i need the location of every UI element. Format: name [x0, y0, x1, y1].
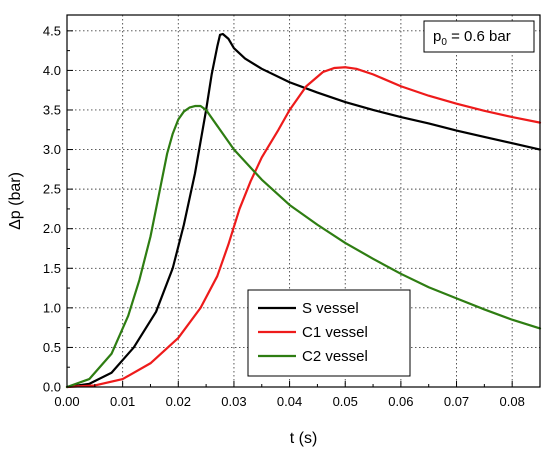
annotation-text: p0 = 0.6 bar — [433, 28, 511, 48]
y-tick-label: 3.0 — [43, 142, 61, 157]
y-tick-label: 3.5 — [43, 102, 61, 117]
y-tick-label: 2.5 — [43, 182, 61, 197]
y-tick-label: 0.0 — [43, 380, 61, 395]
series-line-2 — [65, 66, 542, 389]
x-tick-label: 0.06 — [388, 394, 413, 409]
annotation-box: p0 = 0.6 bar — [423, 20, 535, 53]
x-tick-label: 0.05 — [333, 394, 358, 409]
y-tick-label: 1.0 — [43, 300, 61, 315]
x-tick-label: 0.07 — [444, 394, 469, 409]
y-tick-label: 1.5 — [43, 261, 61, 276]
y-tick-label: 4.5 — [43, 23, 61, 38]
x-tick-label: 0.02 — [166, 394, 191, 409]
annotation-subscript: 0 — [441, 37, 447, 48]
legend-label: C2 vessel — [302, 348, 368, 365]
x-tick-label: 0.01 — [110, 394, 135, 409]
x-tick-label: 0.04 — [277, 394, 302, 409]
legend: S vessel C1 vessel C2 vessel — [247, 289, 411, 377]
y-tick-label: 0.5 — [43, 340, 61, 355]
annotation-frame — [423, 20, 535, 53]
axis-ticks — [66, 30, 541, 388]
legend-items: S vessel C1 vessel C2 vessel — [258, 300, 368, 365]
y-axis-title: Δp (bar) — [7, 172, 24, 230]
axis-tick-labels: 0.00 0.01 0.02 0.03 0.04 0.05 0.06 0.07 0.080.00… — [43, 23, 525, 409]
series-lines — [65, 32, 542, 389]
legend-label: C1 vessel — [302, 324, 368, 341]
x-tick-label: 0.08 — [500, 394, 525, 409]
y-tick-label: 2.0 — [43, 221, 61, 236]
plot-frame — [66, 14, 541, 388]
y-tick-label: 4.0 — [43, 63, 61, 78]
annotation-base: p — [433, 28, 441, 45]
x-tick-label: 0.03 — [221, 394, 246, 409]
annotation-rest: = 0.6 bar — [447, 28, 511, 45]
x-axis-title: t (s) — [290, 430, 318, 447]
series-line-1 — [65, 32, 542, 389]
x-tick-label: 0.00 — [54, 394, 79, 409]
series-line-3 — [65, 104, 542, 389]
legend-label: S vessel — [302, 300, 359, 317]
